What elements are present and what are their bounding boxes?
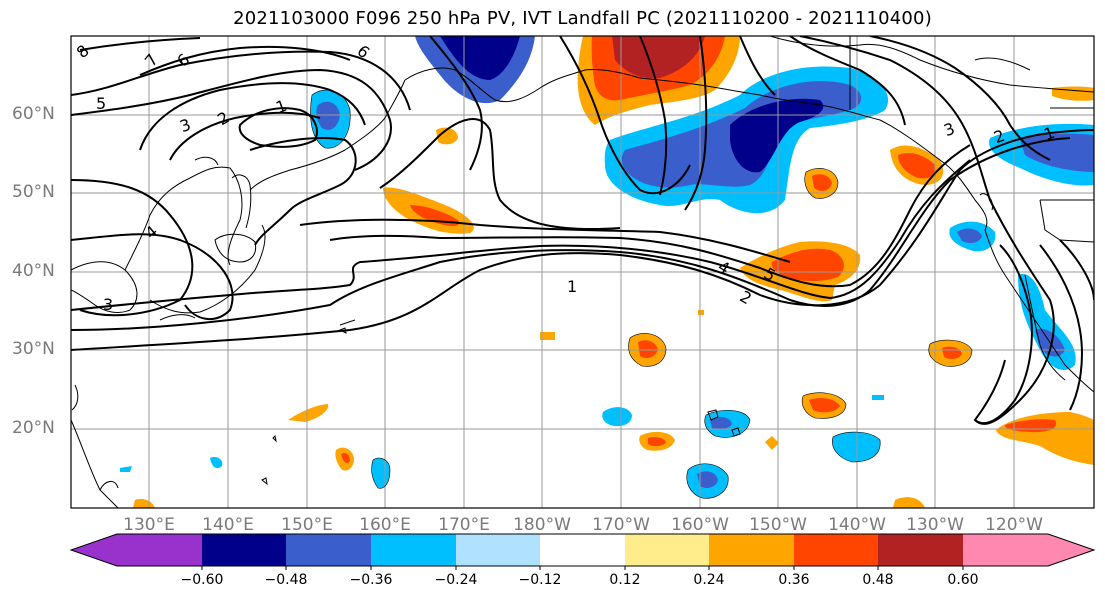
map-frame <box>70 35 1095 509</box>
colorbar-bin <box>878 534 963 566</box>
lat-label: 20°N <box>12 418 55 438</box>
lon-label: 140°E <box>202 515 254 535</box>
colorbar-tick-label: −0.60 <box>180 572 224 588</box>
map-title: 2021103000 F096 250 hPa PV, IVT Landfall… <box>233 8 932 29</box>
colorbar-bin <box>625 534 710 566</box>
colorbar-tick-label: 0.24 <box>693 572 725 588</box>
lon-label: 160°E <box>359 515 411 535</box>
lat-label: 40°N <box>12 261 55 281</box>
pv-contours <box>71 36 1094 425</box>
colorbar-bin <box>371 534 456 566</box>
colorbar-bin <box>540 534 625 566</box>
colorbar-tick-label: 0.12 <box>609 572 641 588</box>
colorbar-bin <box>794 534 879 566</box>
colorbar-tick-label: −0.48 <box>264 572 308 588</box>
anomaly-outlines <box>310 89 973 499</box>
map-plot-area <box>71 36 1094 508</box>
lon-label: 130°W <box>906 515 964 535</box>
lon-label: 170°E <box>438 515 490 535</box>
colorbar-extend-high <box>1048 534 1094 566</box>
colorbar-bin <box>456 534 541 566</box>
colorbar-tick-label: 0.60 <box>947 572 979 588</box>
contour-label: 3 <box>103 295 113 314</box>
colorbar-tick-label: −0.36 <box>349 572 393 588</box>
lon-label: 180°W <box>513 515 571 535</box>
lat-label: 50°N <box>12 182 55 202</box>
lat-label: 30°N <box>12 339 55 359</box>
lon-label: 150°E <box>281 515 333 535</box>
lon-label: 130°E <box>123 515 175 535</box>
colorbar-extend-low <box>71 534 117 566</box>
lon-label: 150°W <box>749 515 807 535</box>
contour-label: 5 <box>96 94 106 113</box>
colorbar <box>69 533 1096 570</box>
colorbar-tick-label: 0.36 <box>778 572 810 588</box>
colorbar-bin <box>202 534 287 566</box>
colorbar-bin <box>963 534 1048 566</box>
colorbar-bin <box>286 534 371 566</box>
lon-label: 160°W <box>671 515 729 535</box>
colorbar-tick-label: −0.12 <box>518 572 562 588</box>
lon-label: 120°W <box>985 515 1043 535</box>
negative-anomaly-fills <box>120 36 1094 499</box>
colorbar-bin <box>709 534 794 566</box>
contour-label: 1 <box>567 277 577 296</box>
colorbar-bin <box>117 534 202 566</box>
lat-label: 60°N <box>12 104 55 124</box>
colorbar-tick-label: 0.48 <box>862 572 894 588</box>
colorbar-tick-label: −0.24 <box>434 572 478 588</box>
lon-label: 140°W <box>828 515 886 535</box>
lon-label: 170°W <box>592 515 650 535</box>
